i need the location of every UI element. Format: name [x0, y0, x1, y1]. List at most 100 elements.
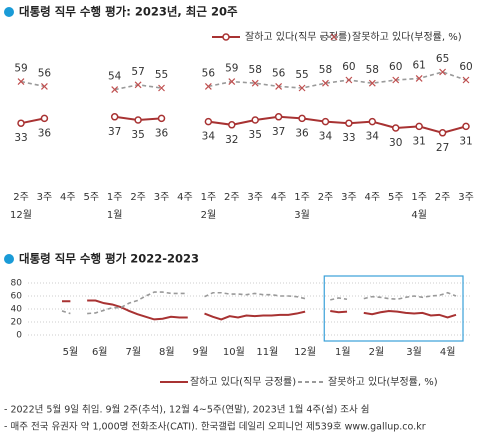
x-tick-label: 2주 — [130, 192, 146, 203]
data-label: 56 — [272, 67, 286, 79]
point-marker — [438, 129, 447, 137]
x-tick-label: 3주 — [341, 192, 357, 203]
point-marker — [111, 86, 119, 94]
data-label: 58 — [249, 64, 262, 76]
y-tick-label: 0 — [16, 331, 22, 341]
month-label: 12월 — [294, 346, 316, 358]
point-marker — [228, 78, 236, 86]
legend-label: 잘못하고 있다(부정률, %) — [352, 30, 462, 43]
data-label: 31 — [412, 135, 425, 147]
point-marker — [251, 79, 259, 87]
month-label: 11월 — [256, 346, 278, 358]
point-marker — [368, 117, 377, 126]
data-label: 33 — [342, 132, 355, 144]
data-label: 31 — [459, 135, 472, 147]
series-line — [20, 71, 467, 91]
chart-title: 대통령 직무 수행 평가 2022-2023 — [19, 252, 199, 266]
title-dot — [4, 254, 14, 264]
x-tick-label: 5주 — [388, 192, 404, 203]
month-label: 2월 — [369, 346, 385, 358]
point-marker — [158, 84, 165, 92]
month-label: 1월 — [107, 209, 123, 221]
data-label: 54 — [108, 71, 122, 83]
x-tick-label: 3주 — [247, 192, 263, 203]
point-marker — [110, 113, 119, 121]
legend-label: 잘못하고 있다(부정률, %) — [328, 375, 438, 388]
month-label: 9월 — [193, 346, 209, 358]
data-label: 60 — [459, 61, 472, 73]
x-tick-label: 3주 — [154, 192, 170, 203]
month-label: 12월 — [10, 209, 32, 221]
point-marker — [134, 81, 142, 89]
x-tick-label: 4주 — [271, 192, 287, 203]
point-marker — [415, 74, 423, 82]
point-marker — [40, 82, 48, 90]
data-label: 37 — [272, 126, 285, 138]
point-marker — [17, 119, 25, 127]
x-tick-label: 2주 — [13, 192, 29, 203]
data-label: 30 — [389, 137, 402, 149]
data-label: 58 — [319, 64, 332, 76]
point-marker — [298, 114, 306, 123]
point-marker — [391, 124, 400, 132]
data-label: 60 — [342, 61, 355, 73]
point-marker — [204, 117, 213, 126]
series-line — [61, 291, 457, 315]
data-label: 37 — [108, 126, 121, 138]
legend-label: 잘하고 있다(직무 긍정률) — [245, 30, 351, 43]
series-line — [20, 115, 467, 134]
legend-marker — [222, 33, 230, 41]
data-label: 32 — [225, 134, 238, 146]
month-label: 4월 — [440, 346, 456, 358]
x-tick-label: 1주 — [411, 192, 427, 203]
month-label: 1월 — [335, 346, 351, 358]
data-label: 27 — [436, 142, 449, 154]
y-tick-label: 60 — [11, 292, 23, 302]
month-label: 7월 — [125, 346, 141, 358]
x-tick-label: 2주 — [318, 192, 334, 203]
point-marker — [322, 79, 329, 87]
point-marker — [275, 82, 283, 90]
chart-title: 대통령 직무 수행 평가: 2023년, 최근 20주 — [19, 5, 238, 19]
point-marker — [345, 119, 353, 127]
data-label: 34 — [366, 131, 380, 143]
point-marker — [415, 122, 423, 131]
data-label: 60 — [389, 61, 402, 73]
y-tick-label: 20 — [11, 318, 23, 328]
data-label: 61 — [412, 59, 425, 71]
footnote: - 매주 전국 유권자 약 1,000명 전화조사(CATI). 한국갤럽 데일… — [4, 421, 426, 433]
point-marker — [157, 114, 166, 123]
x-tick-label: 4주 — [60, 192, 76, 203]
data-label: 59 — [14, 63, 27, 75]
x-tick-label: 1주 — [294, 192, 310, 203]
x-tick-label: 4주 — [365, 192, 381, 203]
point-marker — [274, 113, 283, 121]
data-label: 36 — [155, 127, 169, 139]
data-label: 35 — [131, 129, 144, 141]
point-marker — [251, 116, 259, 124]
x-tick-label: 3주 — [458, 192, 474, 203]
data-label: 56 — [38, 67, 52, 79]
x-tick-label: 3주 — [37, 192, 53, 203]
data-label: 58 — [366, 64, 379, 76]
month-label: 2월 — [201, 209, 217, 221]
point-marker — [298, 84, 306, 92]
data-label: 34 — [319, 131, 333, 143]
highlight-box — [323, 275, 464, 342]
point-marker — [368, 79, 376, 87]
x-tick-label: 1주 — [201, 192, 217, 203]
data-label: 55 — [295, 69, 308, 81]
footnote: - 2022년 5월 9일 취임. 9월 2주(추석), 12월 4~5주(연말… — [4, 404, 370, 416]
title-dot — [4, 7, 14, 17]
month-label: 10월 — [223, 346, 245, 358]
y-tick-label: 80 — [11, 279, 23, 289]
x-tick-label: 1주 — [107, 192, 123, 203]
x-tick-label: 4주 — [177, 192, 193, 203]
point-marker — [462, 76, 470, 84]
data-label: 35 — [249, 129, 262, 141]
data-label: 55 — [155, 69, 168, 81]
data-label: 65 — [436, 53, 449, 65]
point-marker — [204, 82, 212, 90]
month-label: 8월 — [159, 346, 175, 358]
data-label: 34 — [202, 131, 216, 143]
